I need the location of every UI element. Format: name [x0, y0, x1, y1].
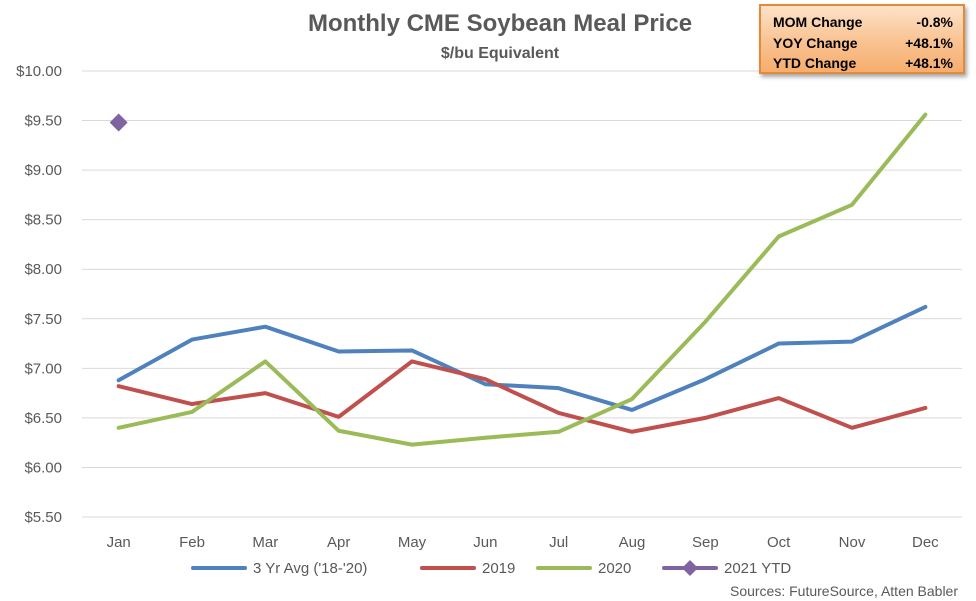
legend-label: 2020: [598, 560, 631, 577]
yoy-change-label: YOY Change: [773, 34, 858, 51]
x-tick-label: Feb: [179, 534, 205, 551]
y-tick-label: $8.00: [24, 261, 62, 278]
y-tick-label: $6.00: [24, 459, 62, 476]
series-line-1: [116, 359, 928, 434]
x-tick-label: Jun: [473, 534, 497, 551]
x-tick-label: Jul: [549, 534, 568, 551]
ytd-change-row: YTD Change +48.1%: [773, 53, 953, 74]
x-tick-label: Apr: [327, 534, 350, 551]
mom-change-row: MOM Change -0.8%: [773, 12, 953, 33]
y-tick-label: $7.00: [24, 360, 62, 377]
ytd-change-value: +48.1%: [905, 55, 953, 71]
x-tick-label: Aug: [619, 534, 646, 551]
yoy-change-value: +48.1%: [905, 34, 953, 51]
legend-label: 2019: [482, 560, 515, 577]
x-tick-label: Dec: [912, 534, 939, 551]
y-tick-label: $7.50: [24, 311, 62, 328]
series-line-2: [116, 112, 928, 447]
x-tick-label: May: [398, 534, 427, 551]
legend-label: 2021 YTD: [724, 560, 791, 577]
y-tick-label: $9.50: [24, 113, 62, 130]
legend: 3 Yr Avg ('18-'20) 2019 2020 2021 YTD: [191, 560, 791, 577]
x-tick-label: Nov: [839, 534, 866, 551]
y-tick-label: $10.00: [16, 63, 62, 80]
legend-label: 3 Yr Avg ('18-'20): [253, 560, 367, 577]
y-tick-label: $6.50: [24, 410, 62, 427]
mom-change-value: -0.8%: [916, 14, 953, 30]
chart-title: Monthly CME Soybean Meal Price: [308, 10, 692, 37]
y-axis-tick-labels: $5.50 $6.00 $6.50 $7.00 $7.50 $8.00 $8.50 $9.00…: [16, 63, 62, 526]
source-note: Sources: FutureSource, Atten Babler: [730, 583, 958, 599]
gridlines: [82, 70, 962, 518]
x-tick-label: Oct: [767, 534, 791, 551]
y-tick-label: $5.50: [24, 509, 62, 526]
legend-marker: [682, 560, 698, 576]
yoy-change-row: YOY Change +48.1%: [773, 33, 953, 54]
series-lines: [116, 112, 928, 447]
ytd-change-label: YTD Change: [773, 55, 857, 71]
y-tick-label: $9.00: [24, 162, 62, 179]
mom-change-label: MOM Change: [773, 14, 863, 30]
series-markers: [109, 113, 128, 132]
y-tick-label: $8.50: [24, 212, 62, 229]
x-tick-label: Sep: [692, 534, 719, 551]
change-summary-box: MOM Change -0.8% YOY Change +48.1% YTD C…: [759, 4, 965, 74]
x-axis-tick-labels: Jan Feb Mar Apr May Jun Jul Aug Sep Oct Nov Dec: [107, 534, 940, 551]
data-point-2021-ytd: [109, 113, 128, 132]
x-tick-label: Jan: [107, 534, 131, 551]
chart-subtitle: $/bu Equivalent: [441, 45, 560, 62]
series-line-0: [116, 304, 928, 412]
x-tick-label: Mar: [252, 534, 278, 551]
